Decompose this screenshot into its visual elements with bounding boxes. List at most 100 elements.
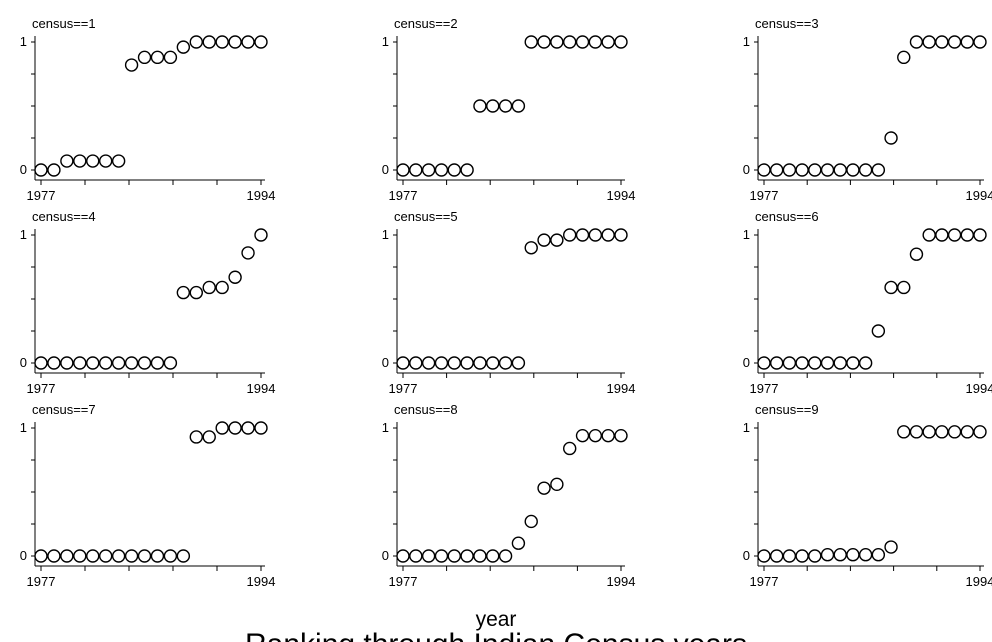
data-point <box>189 285 203 300</box>
panel-title: census==1 <box>32 16 96 31</box>
y-tick-label: 1 <box>743 227 750 242</box>
data-point <box>524 35 538 49</box>
data-point <box>447 356 461 370</box>
data-point <box>73 154 87 168</box>
data-point <box>124 356 139 370</box>
data-point <box>60 154 74 168</box>
data-point <box>871 163 886 177</box>
data-point <box>524 241 538 255</box>
data-point <box>922 35 936 49</box>
y-tick-label: 1 <box>382 227 389 242</box>
data-point <box>124 58 139 72</box>
data-point <box>897 280 911 295</box>
data-point <box>563 228 577 242</box>
data-point <box>137 50 152 65</box>
data-point <box>614 428 628 443</box>
data-point <box>575 228 590 242</box>
data-point <box>770 549 784 563</box>
data-point <box>241 35 255 49</box>
data-point <box>176 40 191 54</box>
data-point <box>947 228 962 242</box>
data-point <box>960 228 974 242</box>
data-point <box>241 421 255 435</box>
data-point <box>820 163 835 177</box>
data-point <box>176 549 191 563</box>
data-point <box>884 280 898 295</box>
data-point <box>614 228 628 242</box>
data-point <box>137 549 152 563</box>
data-point <box>909 35 924 49</box>
x-tick-label: 1977 <box>750 188 779 203</box>
x-tick-label: 1977 <box>27 381 56 396</box>
data-point <box>460 549 474 563</box>
data-point <box>60 356 74 370</box>
data-point <box>498 356 513 370</box>
data-point <box>960 425 974 439</box>
panel-4: census==4 0 1 1977 1994 <box>20 209 276 396</box>
y-tick-label: 1 <box>743 34 750 49</box>
data-point <box>189 430 203 444</box>
data-point <box>86 549 100 563</box>
data-point <box>550 477 564 492</box>
data-point <box>960 35 974 49</box>
x-tick-label: 1977 <box>750 381 779 396</box>
panel-title: census==9 <box>755 402 819 417</box>
data-point <box>460 356 474 370</box>
data-point <box>111 356 126 370</box>
data-point <box>757 356 771 370</box>
data-point <box>808 549 822 563</box>
data-point <box>150 50 165 65</box>
x-tick-label: 1994 <box>966 381 992 396</box>
y-tick-label: 0 <box>20 548 27 563</box>
data-point <box>47 356 61 370</box>
data-point <box>254 421 268 435</box>
data-point <box>537 481 551 495</box>
data-point <box>447 163 461 177</box>
x-tick-label: 1994 <box>247 188 276 203</box>
x-tick-label: 1977 <box>27 188 56 203</box>
data-point <box>111 154 126 168</box>
x-tick-label: 1977 <box>27 574 56 589</box>
data-point <box>820 548 835 562</box>
data-point <box>498 549 513 563</box>
data-point <box>215 35 229 49</box>
data-point <box>241 246 255 260</box>
panel-2: census==2 0 1 1977 1994 <box>382 16 636 203</box>
panel-1: census==1 0 1 1977 1994 <box>20 16 276 203</box>
x-tick-label: 1994 <box>607 574 636 589</box>
data-point <box>34 163 48 177</box>
data-point <box>795 356 809 370</box>
data-point <box>833 163 847 177</box>
data-point <box>909 425 924 439</box>
x-tick-label: 1994 <box>247 574 276 589</box>
y-tick-label: 1 <box>382 420 389 435</box>
data-point <box>858 356 873 370</box>
data-point <box>601 35 615 49</box>
panel-title: census==8 <box>394 402 458 417</box>
data-point <box>808 163 822 177</box>
data-point <box>782 356 797 370</box>
panel-title: census==3 <box>755 16 819 31</box>
x-tick-label: 1994 <box>247 381 276 396</box>
data-point <box>486 356 500 370</box>
data-point <box>511 99 526 113</box>
data-point <box>254 228 268 242</box>
y-tick-label: 0 <box>743 355 750 370</box>
data-point <box>163 356 178 370</box>
panel-9: census==9 0 1 1977 1994 <box>743 402 992 589</box>
data-point <box>460 163 474 177</box>
x-tick-label: 1977 <box>750 574 779 589</box>
data-point <box>486 99 500 113</box>
data-point <box>47 163 61 177</box>
data-point <box>228 35 242 49</box>
data-point <box>176 285 191 300</box>
data-point <box>588 228 603 242</box>
data-point <box>202 430 216 444</box>
data-point <box>254 35 268 49</box>
data-point <box>409 549 423 563</box>
panel-8: census==8 0 1 1977 1994 <box>382 402 636 589</box>
data-point <box>782 163 797 177</box>
data-point <box>947 35 962 49</box>
